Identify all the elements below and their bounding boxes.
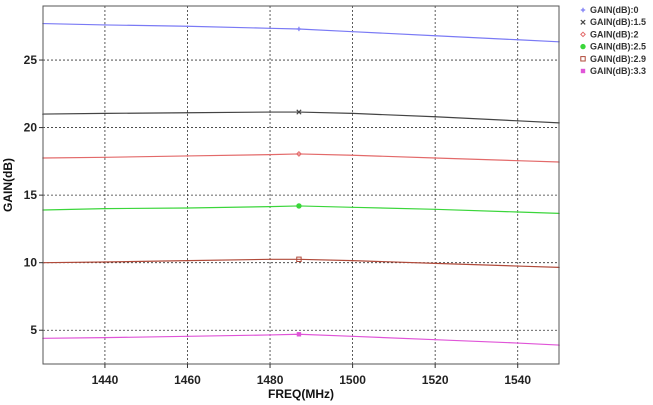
- y-axis-label: GAIN(dB): [1, 158, 15, 212]
- data-point: [104, 24, 106, 26]
- data-point: [516, 211, 519, 213]
- data-point: [269, 111, 271, 113]
- series-4: [42, 203, 560, 215]
- data-point: [351, 335, 354, 338]
- legend-item: GAIN(dB):2.9: [580, 54, 646, 64]
- data-point: [351, 112, 354, 115]
- series-line: [42, 153, 560, 163]
- y-tick-label: 10: [24, 256, 38, 270]
- data-point: [351, 30, 354, 33]
- legend-marker: [580, 31, 586, 38]
- legend-label: GAIN(dB):0: [590, 5, 639, 15]
- x-tick-label: 1480: [257, 373, 284, 387]
- plot-frame: [42, 5, 560, 365]
- data-point: [434, 34, 436, 37]
- legend-label: GAIN(dB):2.9: [590, 54, 646, 64]
- x-tick-label: 1500: [339, 373, 366, 387]
- x-tick-label: 1440: [92, 373, 119, 387]
- data-point-marker: [296, 26, 302, 32]
- y-tick-label: 5: [30, 323, 37, 337]
- data-point-marker: [296, 151, 302, 157]
- data-point: [516, 38, 519, 41]
- data-point: [434, 157, 436, 159]
- x-axis-label: FREQ(MHz): [268, 387, 334, 401]
- data-point: [104, 336, 106, 339]
- series-line: [42, 22, 560, 43]
- legend-item: GAIN(dB):2: [580, 29, 639, 39]
- legend-marker: [580, 7, 586, 13]
- legend-item: GAIN(dB):3.3: [580, 66, 646, 76]
- data-point: [516, 342, 519, 344]
- grid-lines: [43, 6, 559, 364]
- data-point-marker: [296, 203, 302, 209]
- data-point: [186, 25, 189, 28]
- y-tick-label: 15: [24, 188, 38, 202]
- data-point: [269, 258, 271, 261]
- legend-label: GAIN(dB):2: [590, 29, 639, 39]
- legend-label: GAIN(dB):3.3: [590, 66, 646, 76]
- x-tick-label: 1520: [422, 373, 449, 387]
- legend-marker: [580, 43, 586, 50]
- data-point: [434, 208, 436, 211]
- data-point-marker: [296, 256, 302, 263]
- data-point: [516, 120, 519, 122]
- data-point: [186, 259, 189, 262]
- legend-marker: [580, 68, 586, 74]
- legend: GAIN(dB):0 GAIN(dB):1.5 GAIN(dB):2 GAIN(dB)…: [580, 5, 646, 76]
- series-2: [42, 109, 560, 124]
- data-point: [351, 154, 354, 157]
- legend-item: GAIN(dB):1.5: [580, 17, 646, 27]
- series-1: [42, 22, 560, 43]
- y-tick-label: 25: [24, 53, 38, 67]
- data-point: [186, 335, 189, 338]
- data-point: [516, 265, 519, 267]
- data-point: [351, 206, 354, 209]
- series-lines: [42, 22, 560, 346]
- data-point: [434, 115, 436, 118]
- series-line: [42, 258, 560, 269]
- data-point: [434, 338, 436, 341]
- data-point: [104, 207, 106, 210]
- data-point: [104, 156, 106, 159]
- x-tick-label: 1540: [504, 373, 531, 387]
- legend-label: GAIN(dB):1.5: [590, 17, 646, 27]
- series-3: [42, 151, 560, 163]
- series-6: [42, 332, 560, 346]
- data-point: [516, 159, 519, 162]
- data-point: [269, 334, 271, 336]
- legend-marker: [580, 19, 586, 25]
- data-point: [269, 27, 271, 30]
- data-point-marker: [296, 332, 302, 337]
- y-tick-label: 20: [24, 121, 38, 135]
- data-point: [434, 262, 436, 265]
- x-tick-label: 1460: [174, 373, 201, 387]
- data-point: [269, 205, 271, 208]
- data-point-marker: [296, 109, 302, 115]
- data-point: [104, 112, 106, 115]
- data-point: [269, 153, 271, 156]
- legend-marker: [580, 56, 586, 62]
- data-point: [186, 111, 189, 114]
- legend-label: GAIN(dB):2.5: [590, 42, 646, 52]
- legend-item: GAIN(dB):0: [580, 5, 639, 15]
- data-point: [351, 259, 354, 262]
- legend-item: GAIN(dB):2.5: [580, 42, 646, 52]
- data-point: [186, 155, 189, 157]
- data-point: [104, 261, 106, 263]
- data-point: [186, 207, 189, 209]
